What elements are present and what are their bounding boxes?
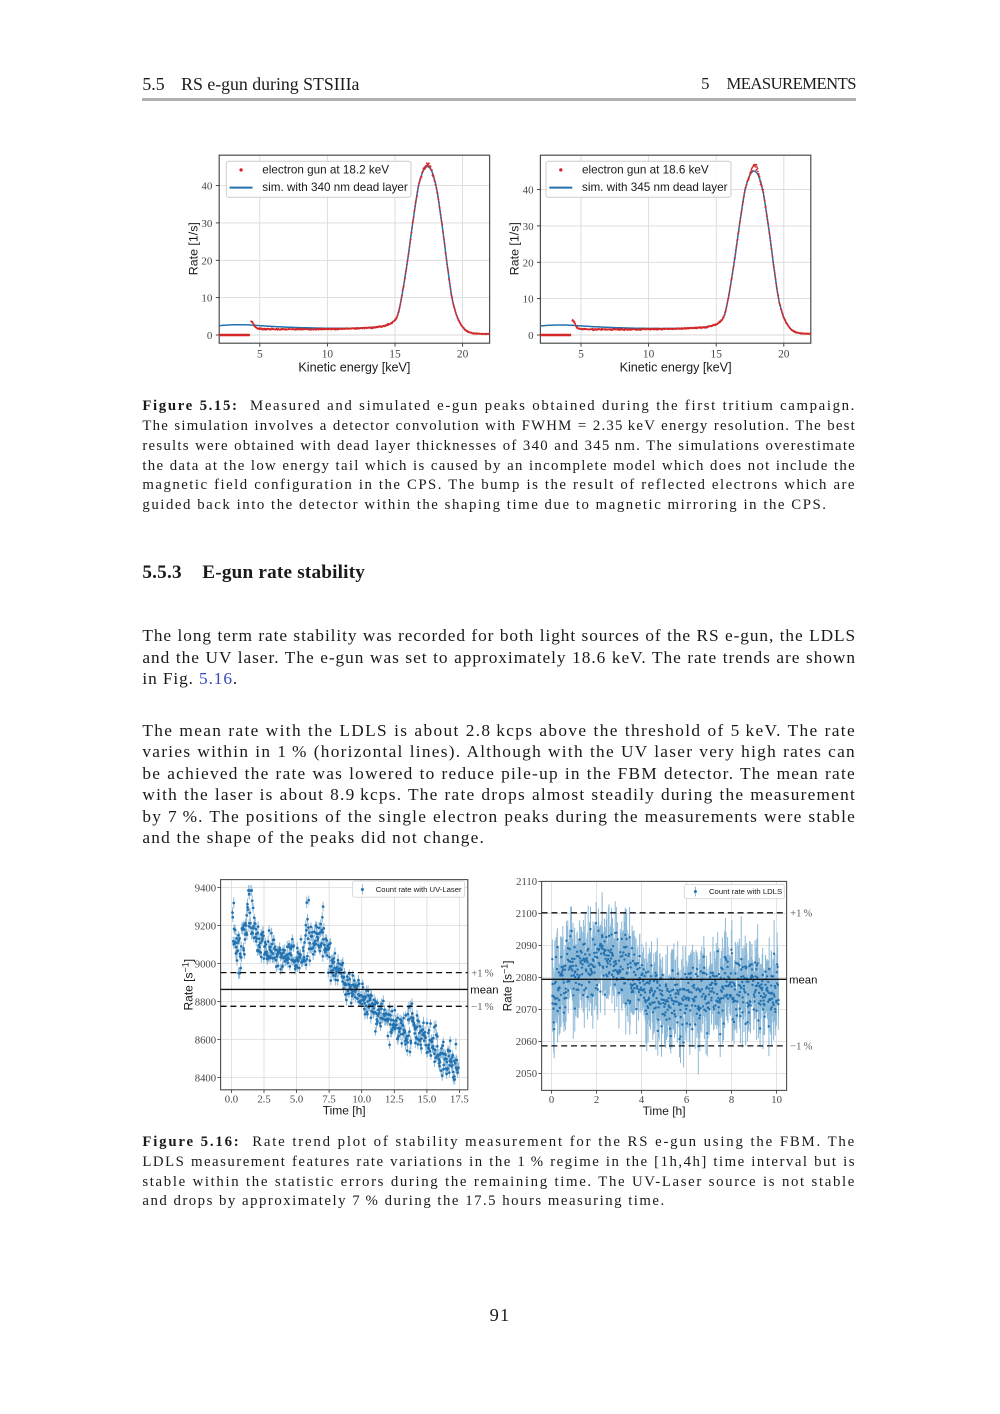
svg-text:Count rate with UV-Laser: Count rate with UV-Laser — [376, 885, 462, 894]
svg-text:5: 5 — [578, 348, 584, 360]
svg-text:2060: 2060 — [516, 1036, 537, 1048]
svg-text:sim. with 340 nm dead layer: sim. with 340 nm dead layer — [262, 181, 408, 194]
svg-text:20: 20 — [457, 348, 469, 360]
svg-text:electron gun at 18.6 keV: electron gun at 18.6 keV — [582, 164, 709, 177]
svg-text:40: 40 — [523, 185, 535, 197]
svg-text:9200: 9200 — [195, 920, 216, 932]
svg-text:Rate [s−1]: Rate [s−1] — [181, 959, 196, 1011]
svg-text:8: 8 — [729, 1094, 734, 1106]
svg-text:+1 %: +1 % — [790, 909, 812, 920]
svg-text:Rate [1/s]: Rate [1/s] — [187, 222, 201, 275]
svg-text:−1 %: −1 % — [471, 1002, 493, 1013]
svg-text:8800: 8800 — [195, 996, 216, 1008]
svg-text:Count rate with LDLS: Count rate with LDLS — [709, 887, 782, 896]
svg-text:10: 10 — [322, 348, 334, 360]
svg-text:40: 40 — [201, 181, 213, 193]
svg-text:4: 4 — [639, 1094, 645, 1106]
svg-text:2: 2 — [594, 1094, 599, 1106]
svg-text:30: 30 — [201, 218, 213, 230]
svg-text:Rate [s−1]: Rate [s−1] — [500, 960, 515, 1011]
svg-text:mean: mean — [789, 974, 817, 986]
svg-text:Time [h]: Time [h] — [323, 1104, 366, 1118]
svg-text:5.0: 5.0 — [290, 1094, 303, 1106]
svg-text:Kinetic energy [keV]: Kinetic energy [keV] — [298, 360, 410, 374]
svg-text:15: 15 — [711, 348, 723, 360]
svg-text:30: 30 — [523, 221, 535, 233]
svg-text:sim. with 345 nm dead layer: sim. with 345 nm dead layer — [582, 181, 728, 194]
svg-text:15.0: 15.0 — [418, 1094, 437, 1106]
svg-text:15: 15 — [389, 348, 401, 360]
svg-text:2070: 2070 — [516, 1004, 537, 1016]
svg-text:2050: 2050 — [516, 1068, 537, 1080]
svg-text:2080: 2080 — [516, 972, 537, 984]
svg-text:10: 10 — [771, 1094, 782, 1106]
svg-text:5: 5 — [257, 348, 263, 360]
svg-text:20: 20 — [778, 348, 790, 360]
svg-text:0.0: 0.0 — [225, 1094, 238, 1106]
svg-text:10: 10 — [201, 293, 213, 305]
svg-text:Kinetic energy [keV]: Kinetic energy [keV] — [620, 360, 732, 374]
svg-text:+1 %: +1 % — [471, 968, 493, 979]
svg-text:6: 6 — [684, 1094, 690, 1106]
svg-text:17.5: 17.5 — [450, 1094, 469, 1106]
svg-text:mean: mean — [470, 984, 498, 996]
svg-text:0: 0 — [549, 1094, 554, 1106]
svg-text:−1 %: −1 % — [790, 1042, 812, 1053]
svg-text:0: 0 — [207, 330, 213, 342]
svg-text:9400: 9400 — [195, 882, 216, 894]
svg-text:2.5: 2.5 — [257, 1094, 270, 1106]
svg-text:8600: 8600 — [195, 1034, 216, 1046]
svg-text:10: 10 — [643, 348, 655, 360]
svg-text:12.5: 12.5 — [385, 1094, 404, 1106]
svg-text:7.5: 7.5 — [322, 1094, 335, 1106]
svg-text:electron gun at 18.2 keV: electron gun at 18.2 keV — [262, 164, 389, 177]
svg-text:8400: 8400 — [195, 1072, 216, 1084]
svg-text:2110: 2110 — [516, 876, 537, 888]
svg-text:2100: 2100 — [516, 908, 537, 920]
svg-text:Rate [1/s]: Rate [1/s] — [508, 222, 522, 275]
svg-text:10.0: 10.0 — [352, 1094, 371, 1106]
svg-text:9000: 9000 — [195, 958, 216, 970]
svg-text:0: 0 — [528, 330, 534, 342]
svg-text:2090: 2090 — [516, 940, 537, 952]
svg-text:10: 10 — [523, 294, 535, 306]
svg-text:20: 20 — [523, 257, 535, 269]
svg-text:Time [h]: Time [h] — [643, 1104, 686, 1118]
svg-text:20: 20 — [201, 255, 213, 267]
